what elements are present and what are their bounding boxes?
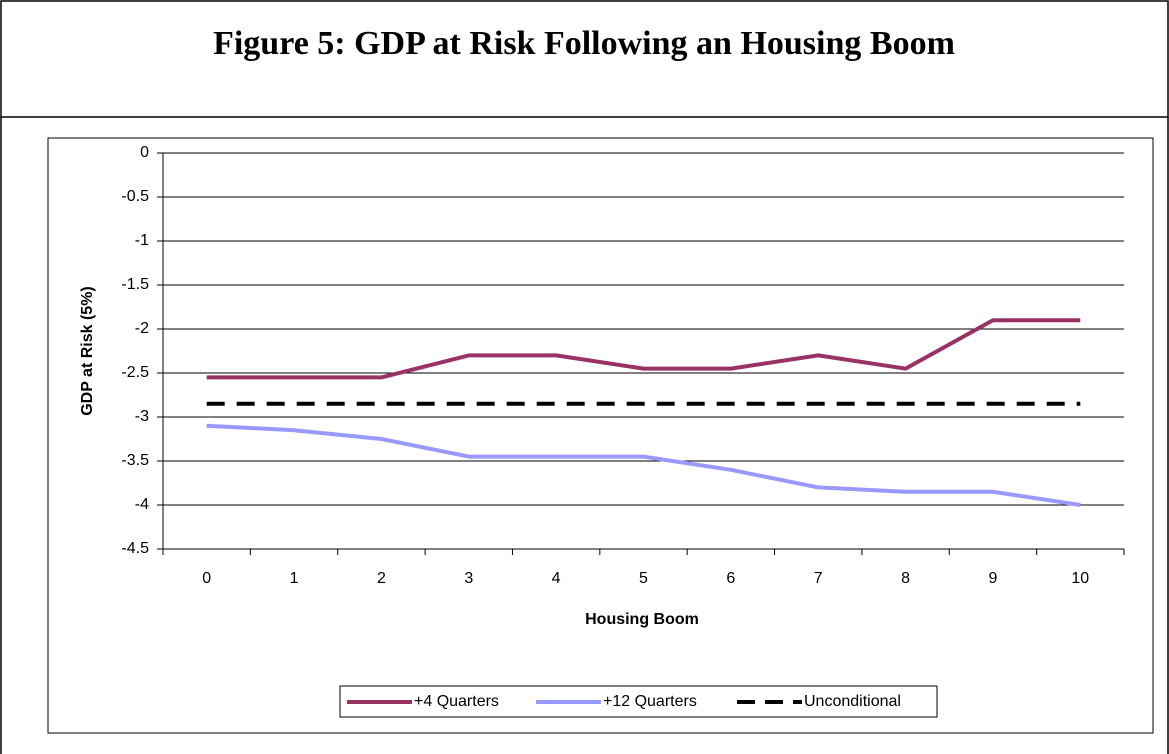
y-tick-label: -4 [135,496,149,513]
legend-label: +4 Quarters [414,693,499,710]
chart-title: Figure 5: GDP at Risk Following an Housi… [213,25,955,62]
y-tick-label: -1.5 [121,276,149,293]
y-axis-title: GDP at Risk (5%) [79,286,96,416]
x-tick-label: 1 [290,570,299,587]
x-tick-label: 9 [989,570,998,587]
x-tick-label: 0 [202,570,211,587]
x-tick-label: 5 [639,570,648,587]
x-tick-label: 4 [552,570,561,587]
y-tick-label: -2.5 [121,364,149,381]
x-tick-label: 10 [1071,570,1089,587]
y-tick-label: -1 [135,232,149,249]
legend-label: +12 Quarters [603,693,697,710]
title-frame [0,0,1169,118]
x-tick-label: 2 [377,570,386,587]
x-tick-label: 7 [814,570,823,587]
series-line [206,423,1081,507]
x-axis-title: Housing Boom [585,611,699,628]
y-tick-label: -3.5 [121,452,149,469]
chart-area [47,137,1154,734]
x-tick-label: 6 [726,570,735,587]
legend-label: Unconditional [804,693,901,710]
legend [339,685,938,718]
x-tick-label: 8 [901,570,910,587]
x-tick-label: 3 [464,570,473,587]
y-tick-label: -3 [135,408,149,425]
y-tick-label: 0 [140,144,149,161]
y-tick-label: -4.5 [121,540,149,557]
y-tick-label: -2 [135,320,149,337]
series-line [206,318,1081,380]
y-tick-label: -0.5 [121,188,149,205]
